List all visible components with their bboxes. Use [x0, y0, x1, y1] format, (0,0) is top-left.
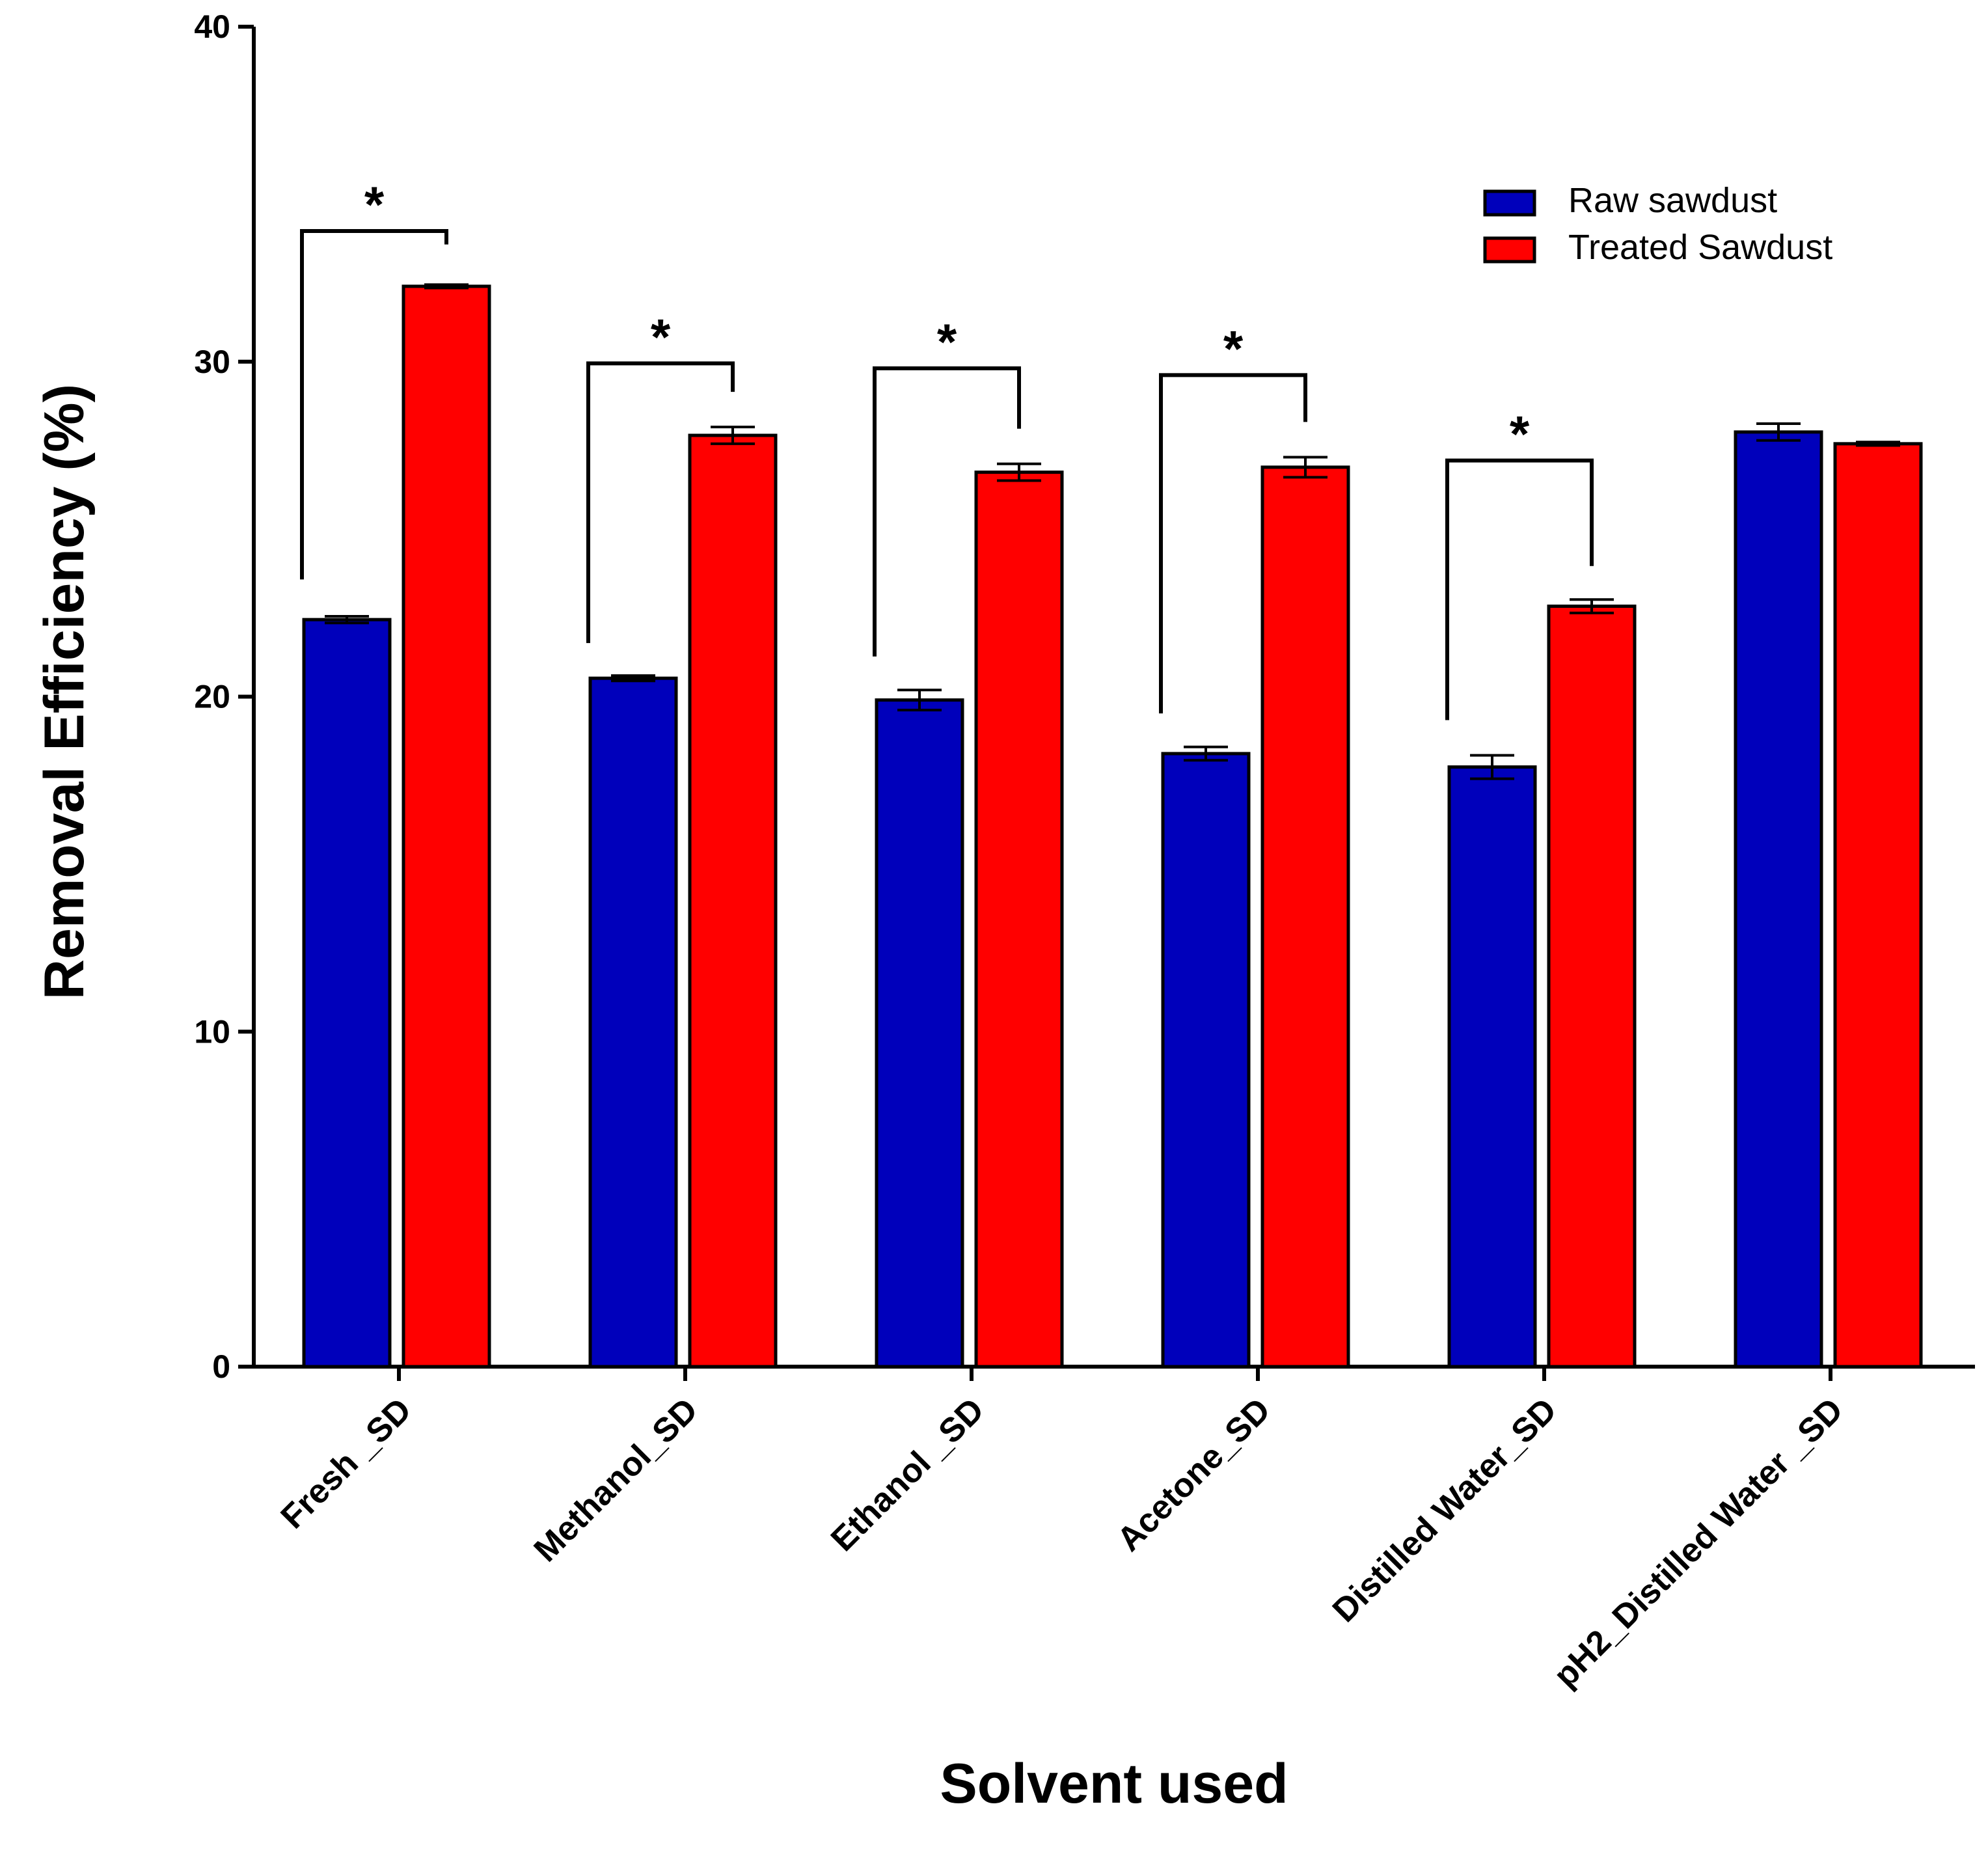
bar-raw-sawdust — [875, 698, 964, 1369]
bars — [302, 284, 1923, 1369]
error-bars — [325, 283, 1900, 780]
bar-treated-sawdust — [974, 471, 1064, 1369]
legend-swatch-raw-sawdust — [1483, 189, 1536, 217]
y-tick-label: 40 — [194, 8, 230, 45]
legend-swatch-treated-sawdust — [1483, 236, 1536, 264]
bar-treated-sawdust — [1833, 442, 1923, 1369]
bar-treated-sawdust — [1547, 605, 1637, 1369]
significance-brackets: * * * * * — [300, 176, 1594, 720]
bar-raw-sawdust — [1734, 430, 1823, 1369]
bar-raw-sawdust — [588, 676, 678, 1369]
legend-label-raw-sawdust: Raw sawdust — [1568, 181, 1777, 220]
significance-bracket — [873, 366, 1021, 657]
x-tick-label: Ethanol _SD — [824, 1391, 992, 1559]
significance-star: * — [651, 308, 671, 365]
bar-raw-sawdust — [1161, 752, 1251, 1369]
significance-star: * — [1510, 405, 1530, 463]
significance-bracket — [1159, 373, 1307, 714]
legend: Raw sawdust Treated Sawdust — [1483, 181, 1832, 267]
significance-bracket — [586, 361, 735, 644]
significance-bracket — [1445, 458, 1594, 720]
x-tick-label: Methanol_SD — [527, 1391, 705, 1569]
y-tick-label: 0 — [212, 1348, 230, 1385]
significance-star: * — [1223, 320, 1244, 377]
x-tick-label: Fresh _SD — [274, 1391, 419, 1536]
bar-raw-sawdust — [302, 618, 392, 1369]
significance-star: * — [937, 313, 957, 370]
bar-raw-sawdust — [1447, 765, 1537, 1369]
x-tick-label: pH2_Distilled Water _SD — [1547, 1391, 1851, 1695]
x-axis-label: Solvent used — [940, 1753, 1288, 1815]
y-axis-label: Removal Efficiency (%) — [33, 384, 96, 1000]
legend-label-treated-sawdust: Treated Sawdust — [1568, 228, 1832, 267]
x-tick-label: Acetone_SD — [1110, 1391, 1278, 1559]
bar-treated-sawdust — [1260, 465, 1350, 1369]
y-tick-label: 30 — [194, 344, 230, 380]
y-tick-label: 10 — [194, 1013, 230, 1050]
bar-treated-sawdust — [688, 433, 778, 1369]
y-tick-label: 20 — [194, 679, 230, 715]
bar-treated-sawdust — [402, 284, 491, 1369]
significance-bracket — [300, 228, 448, 580]
x-tick-label: Distilled Water_SD — [1326, 1391, 1564, 1630]
significance-star: * — [364, 176, 385, 233]
